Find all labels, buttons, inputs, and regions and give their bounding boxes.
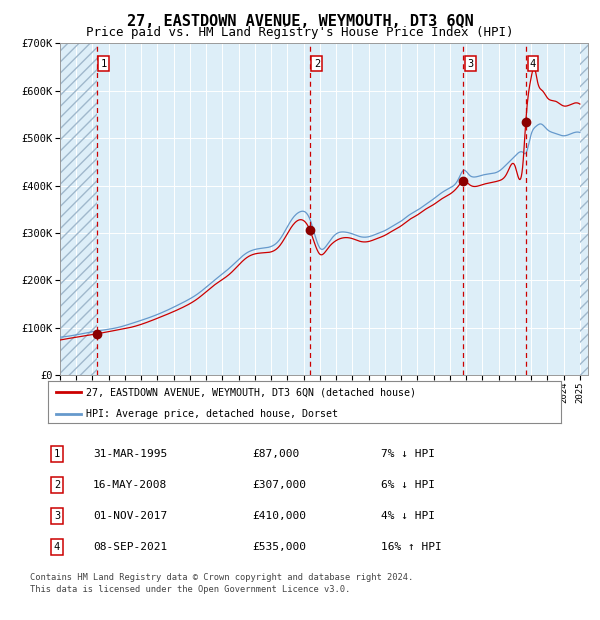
Text: £307,000: £307,000 xyxy=(252,480,306,490)
Text: Contains HM Land Registry data © Crown copyright and database right 2024.: Contains HM Land Registry data © Crown c… xyxy=(30,572,413,582)
Text: 6% ↓ HPI: 6% ↓ HPI xyxy=(381,480,435,490)
Text: £535,000: £535,000 xyxy=(252,542,306,552)
Text: 2: 2 xyxy=(314,58,320,69)
Text: 16-MAY-2008: 16-MAY-2008 xyxy=(93,480,167,490)
Text: 4: 4 xyxy=(530,58,536,69)
Text: 27, EASTDOWN AVENUE, WEYMOUTH, DT3 6QN: 27, EASTDOWN AVENUE, WEYMOUTH, DT3 6QN xyxy=(127,14,473,29)
Text: 08-SEP-2021: 08-SEP-2021 xyxy=(93,542,167,552)
Text: This data is licensed under the Open Government Licence v3.0.: This data is licensed under the Open Gov… xyxy=(30,585,350,594)
Text: 3: 3 xyxy=(54,511,60,521)
Text: 3: 3 xyxy=(467,58,474,69)
Text: 31-MAR-1995: 31-MAR-1995 xyxy=(93,449,167,459)
Text: 4: 4 xyxy=(54,542,60,552)
Text: £87,000: £87,000 xyxy=(252,449,299,459)
Text: 2: 2 xyxy=(54,480,60,490)
Text: 16% ↑ HPI: 16% ↑ HPI xyxy=(381,542,442,552)
Text: 1: 1 xyxy=(54,449,60,459)
Text: 7% ↓ HPI: 7% ↓ HPI xyxy=(381,449,435,459)
Text: 01-NOV-2017: 01-NOV-2017 xyxy=(93,511,167,521)
Text: 1: 1 xyxy=(101,58,107,69)
Text: Price paid vs. HM Land Registry's House Price Index (HPI): Price paid vs. HM Land Registry's House … xyxy=(86,26,514,39)
Text: HPI: Average price, detached house, Dorset: HPI: Average price, detached house, Dors… xyxy=(86,409,338,419)
Text: £410,000: £410,000 xyxy=(252,511,306,521)
Text: 27, EASTDOWN AVENUE, WEYMOUTH, DT3 6QN (detached house): 27, EASTDOWN AVENUE, WEYMOUTH, DT3 6QN (… xyxy=(86,387,416,397)
Text: 4% ↓ HPI: 4% ↓ HPI xyxy=(381,511,435,521)
